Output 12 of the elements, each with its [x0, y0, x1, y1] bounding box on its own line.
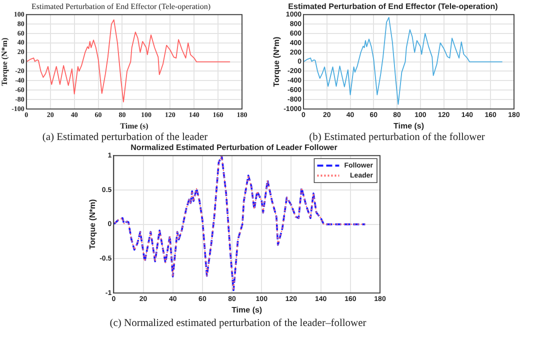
y-axis-title: Torque (N*m)	[0, 37, 9, 86]
chart-title: Estimated Perturbation of End Effector (Tele-operation)	[31, 2, 211, 11]
x-axis-title: Time (s)	[120, 121, 149, 130]
text: (c) Normalized estimated perturbation of the leader–follower	[108, 318, 368, 329]
x-axis-title: Time (s)	[393, 121, 424, 130]
y-axis-title: Torque (N*m)	[88, 198, 98, 250]
text: (a) Estimated perturbation of the leader	[41, 132, 209, 143]
text: (b) Estimated perturbation of the follower	[308, 132, 486, 143]
chart-title: Normalized Estimated Perturbation of Leader Follower	[130, 143, 338, 152]
chart-title: Estimated Perturbation of End Effector (Tele-operation)	[288, 2, 498, 12]
x-axis-title: Time (s)	[232, 305, 262, 314]
y-axis-title: Torque (N*m)	[272, 36, 282, 87]
